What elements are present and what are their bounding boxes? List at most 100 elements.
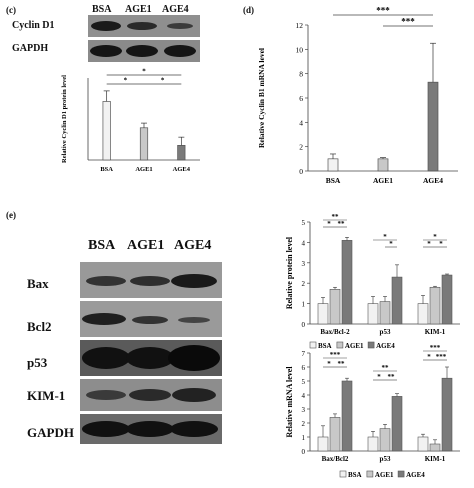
band-e-kim1-bsa [86, 390, 126, 400]
x-tick-label: KIM-1 [425, 455, 446, 463]
bar-age1-0 [329, 289, 341, 325]
blot-e-lane-age1: AGE1 [127, 238, 165, 253]
legend-label-age4: AGE4 [406, 471, 425, 479]
y-tick-label: 4 [299, 118, 303, 127]
bar-age4-2 [441, 377, 453, 452]
significance-label: ** [382, 364, 390, 372]
blot-c-lane-age1: AGE1 [125, 4, 152, 15]
band-c-gapdh-age1 [126, 45, 158, 57]
blot-e-row-kim1: KIM-1 [27, 388, 66, 403]
y-tick-label: 6 [302, 364, 306, 372]
x-tick-label: Bax/Bcl-2 [320, 328, 350, 336]
legend-swatch-age4 [397, 470, 405, 478]
legend-label-age1: AGE1 [375, 471, 394, 479]
blot-e-row-gapdh: GAPDH [27, 425, 74, 440]
bar-bsa-1 [367, 436, 379, 452]
significance-label: * [377, 373, 381, 381]
x-tick-label: AGE4 [173, 166, 191, 173]
panel-label-c: (c) [6, 5, 16, 15]
significance-label: * [383, 233, 387, 241]
y-tick-label: 12 [296, 21, 304, 30]
significance-label: * [427, 353, 431, 361]
legend-swatch-age4 [367, 341, 375, 349]
significance-label: * [327, 220, 331, 228]
bar-age1-1 [379, 428, 391, 452]
blot-c-row-gapdh: GAPDH [12, 43, 49, 54]
significance-label: *** [430, 345, 441, 352]
panel-label-d: (d) [243, 5, 254, 15]
x-tick-label: AGE1 [135, 166, 152, 173]
blot-c-row-cyclin-d1: Cyclin D1 [12, 20, 55, 31]
significance-label: *** [401, 17, 415, 27]
y-tick-label: 3 [302, 406, 306, 414]
y-tick-label: 5 [302, 378, 306, 386]
bar-bsa-2 [417, 436, 429, 452]
legend-swatch-age1 [366, 470, 374, 478]
chart-e1: 0 1 2 3 4 5 Relative protein level Bax/Bcl-2 p53… [285, 214, 460, 350]
significance-label: ** [388, 373, 396, 381]
blot-c-membrane [88, 15, 200, 62]
chart-c: Relative Cyclin D1 protein level BSA AGE1 A… [61, 68, 200, 173]
significance-label: ** [332, 214, 340, 221]
band-c-gapdh-age4 [164, 45, 196, 57]
band-e-bax-bsa [86, 276, 126, 286]
significance-label: * [142, 68, 146, 76]
band-e-gapdh-age1 [126, 421, 174, 437]
band-e-gapdh-age4 [170, 421, 218, 437]
band-e-p53-bsa [82, 347, 130, 369]
bar-age4-1 [391, 276, 403, 325]
y-axis-label: Relative Cyclin B1 mRNA level [257, 48, 266, 148]
y-axis-label: Relative Cyclin D1 protein level [61, 75, 68, 163]
blot-c-lane-bsa: BSA [92, 4, 112, 15]
bar-age4-2 [441, 274, 453, 325]
blot-e-membrane [80, 262, 222, 444]
bar-age1-1 [379, 301, 391, 325]
significance-label: * [124, 77, 128, 85]
bar-age1-0 [329, 417, 341, 452]
band-e-kim1-age1 [129, 389, 171, 401]
chart-e2: 0 1 2 3 4 5 6 7 Relative mRNA level Bax/Bcl2 p53 KI… [285, 345, 460, 479]
band-e-kim1-age4 [172, 388, 216, 402]
significance-label: * [439, 240, 443, 248]
bar-bsa [327, 158, 339, 172]
significance-label: *** [330, 351, 341, 359]
x-tick-label: p53 [380, 455, 391, 463]
significance-label: * [327, 360, 331, 368]
significance-label: *** [436, 353, 447, 361]
y-tick-label: 0 [299, 167, 303, 176]
x-tick-label: p53 [380, 328, 391, 336]
y-tick-label: 5 [302, 219, 306, 227]
significance-label: * [389, 240, 393, 248]
y-tick-label: 0 [302, 321, 306, 329]
y-tick-label: 1 [302, 301, 306, 309]
y-tick-label: 2 [299, 143, 303, 152]
x-tick-label: Bax/Bcl2 [322, 455, 349, 463]
significance-label: * [427, 240, 431, 248]
band-e-bax-age4 [171, 274, 217, 288]
x-tick-label: BSA [326, 176, 341, 185]
y-tick-label: 2 [302, 420, 306, 428]
bar-bsa-1 [367, 303, 379, 325]
bar-bsa-0 [317, 436, 329, 452]
bar-age1 [377, 158, 389, 172]
bar-age1 [139, 127, 149, 161]
significance-label: * [433, 233, 437, 241]
x-tick-label: BSA [100, 166, 113, 173]
bar-age4 [177, 145, 186, 161]
significance-label: * [161, 77, 165, 85]
blot-e-row-bax: Bax [27, 276, 49, 291]
panel-label-e: (e) [6, 210, 16, 220]
blot-e-lane-age4: AGE4 [174, 238, 212, 253]
blot-e-lane-bsa: BSA [88, 238, 116, 253]
y-tick-label: 10 [296, 45, 304, 54]
y-axis-label: Relative mRNA level [285, 366, 294, 438]
y-axis-label: Relative protein level [285, 236, 294, 309]
legend-swatch-age1 [336, 341, 344, 349]
bar-age4 [427, 81, 439, 172]
bar-bsa-0 [317, 303, 329, 325]
band-c-cyclin-bsa [91, 21, 121, 31]
band-c-cyclin-age1 [127, 22, 157, 30]
chart-d: 0 2 4 6 8 10 12 Relative Cyclin B1 mRNA level BS… [257, 6, 458, 185]
y-tick-label: 4 [302, 392, 306, 400]
y-tick-label: 8 [299, 70, 303, 79]
